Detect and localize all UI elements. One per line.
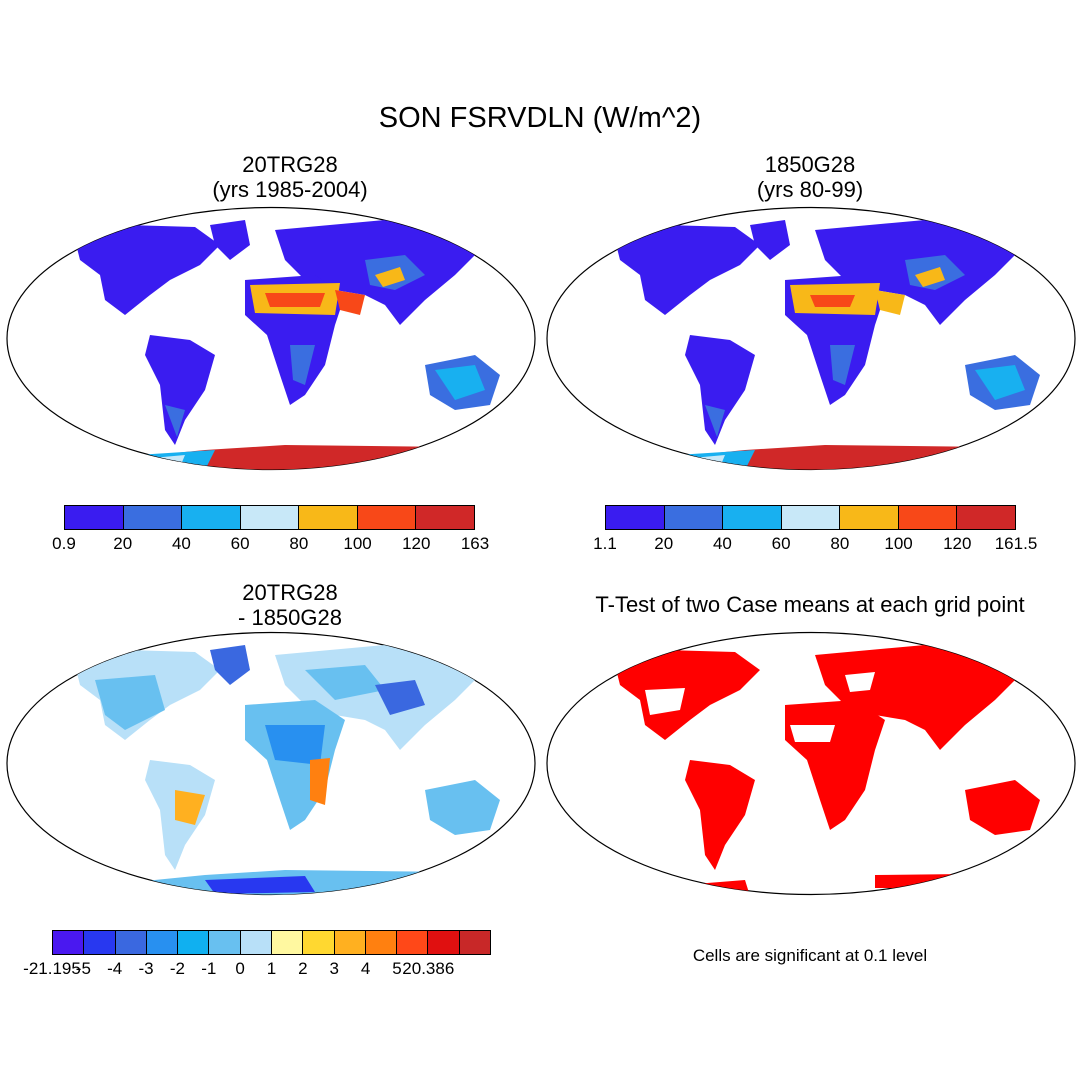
- colorbar-tick-label: 4: [360, 959, 371, 978]
- panel-title-line: T-Test of two Case means at each grid po…: [595, 592, 1025, 617]
- colorbar-top-right: [605, 505, 1016, 530]
- colorbar-labels-top-right: 1.1 20 40 60 80 100 120 161.5: [593, 534, 1037, 556]
- colorbar-tick-label: -2: [169, 959, 185, 978]
- colorbar-swatch: [115, 931, 147, 954]
- colorbar-tick-label: -4: [107, 959, 123, 978]
- colorbar-swatch: [53, 931, 85, 954]
- colorbar-swatch: [65, 506, 124, 529]
- colorbar-bottom-left: [52, 930, 491, 955]
- colorbar-tick-label: 120: [402, 534, 431, 553]
- colorbar-tick-label: 80: [830, 534, 850, 553]
- panel-title-bottom-left: 20TRG28 - 1850G28: [140, 580, 440, 630]
- colorbar-swatch: [365, 931, 398, 954]
- colorbar-tick-label: 100: [884, 534, 913, 553]
- colorbar-swatch: [357, 506, 417, 529]
- panel-title-line: 20TRG28: [242, 152, 338, 177]
- colorbar-swatch: [209, 931, 241, 954]
- colorbar-swatch: [957, 506, 1016, 529]
- land-cells: [615, 220, 1065, 470]
- colorbar-swatch: [334, 931, 366, 954]
- panel-title-line: (yrs 80-99): [756, 177, 864, 202]
- panel-title-line: 1850G28: [764, 152, 856, 177]
- colorbar-swatch: [416, 506, 475, 529]
- colorbar-swatch: [182, 506, 241, 529]
- colorbar-tick-label: 161.5: [994, 534, 1038, 553]
- colorbar-tick-label: 40: [171, 534, 191, 553]
- colorbar-tick-label: 163: [460, 534, 490, 553]
- panel-title-top-left: 20TRG28 (yrs 1985-2004): [140, 152, 440, 202]
- panel-title-line: 20TRG28: [242, 580, 338, 605]
- colorbar-tick-label: -5: [75, 959, 91, 978]
- colorbar-tick-label: 20: [113, 534, 133, 553]
- colorbar-tick-label: 100: [343, 534, 372, 553]
- colorbar-swatch: [428, 931, 460, 954]
- panel-title-bottom-right: T-Test of two Case means at each grid po…: [540, 592, 1080, 617]
- colorbar-swatch: [271, 931, 304, 954]
- colorbar-swatch: [240, 931, 272, 954]
- colorbar-swatch: [723, 506, 782, 529]
- colorbar-swatch: [146, 931, 179, 954]
- map-top-left: [6, 206, 536, 471]
- colorbar-tick-label: -21.195: [23, 959, 81, 978]
- colorbar-swatch: [123, 506, 183, 529]
- panel-title-line: (yrs 1985-2004): [212, 177, 368, 202]
- colorbar-tick-label: 1: [266, 959, 277, 978]
- colorbar-tick-label: 60: [230, 534, 250, 553]
- colorbar-tick-label: 2: [298, 959, 308, 978]
- colorbar-tick-label: 20.386: [402, 959, 455, 978]
- colorbar-tick-label: 80: [289, 534, 309, 553]
- panel-title-line: - 1850G28: [238, 605, 342, 630]
- colorbar-tick-label: -3: [138, 959, 154, 978]
- colorbar-tick-label: 0.9: [52, 534, 76, 553]
- colorbar-tick-label: 20: [654, 534, 674, 553]
- map-top-right: [546, 206, 1076, 471]
- colorbar-swatch: [459, 931, 490, 954]
- colorbar-tick-label: -1: [201, 959, 217, 978]
- panel-title-top-right: 1850G28 (yrs 80-99): [660, 152, 960, 202]
- colorbar-swatch: [664, 506, 724, 529]
- colorbar-swatch: [299, 506, 358, 529]
- colorbar-tick-label: 5: [392, 959, 402, 978]
- colorbar-swatch: [303, 931, 335, 954]
- figure-title: SON FSRVDLN (W/m^2): [378, 102, 702, 134]
- colorbar-top-left: [64, 505, 475, 530]
- colorbar-tick-label: 0: [235, 959, 245, 978]
- colorbar-tick-label: 60: [771, 534, 791, 553]
- colorbar-swatch: [240, 506, 300, 529]
- colorbar-labels-top-left: 0.9 20 40 60 80 100 120 163: [52, 534, 489, 556]
- colorbar-tick-label: 1.1: [593, 534, 617, 553]
- colorbar-swatch: [606, 506, 665, 529]
- colorbar-tick-label: 120: [943, 534, 972, 553]
- colorbar-labels-bottom-left: -21.195 -5 -4 -3 -2 -1 0 1 2 3 4 5 20.386: [23, 959, 491, 981]
- colorbar-swatch: [84, 931, 116, 954]
- colorbar-tick-label: 3: [329, 959, 339, 978]
- colorbar-swatch: [781, 506, 841, 529]
- colorbar-swatch: [178, 931, 210, 954]
- colorbar-swatch: [898, 506, 958, 529]
- colorbar-tick-label: 40: [712, 534, 732, 553]
- colorbar-swatch: [397, 931, 429, 954]
- colorbar-swatch: [840, 506, 899, 529]
- map-bottom-left: [6, 631, 536, 896]
- significance-note: Cells are significant at 0.1 level: [692, 946, 928, 965]
- map-bottom-right: [546, 631, 1076, 896]
